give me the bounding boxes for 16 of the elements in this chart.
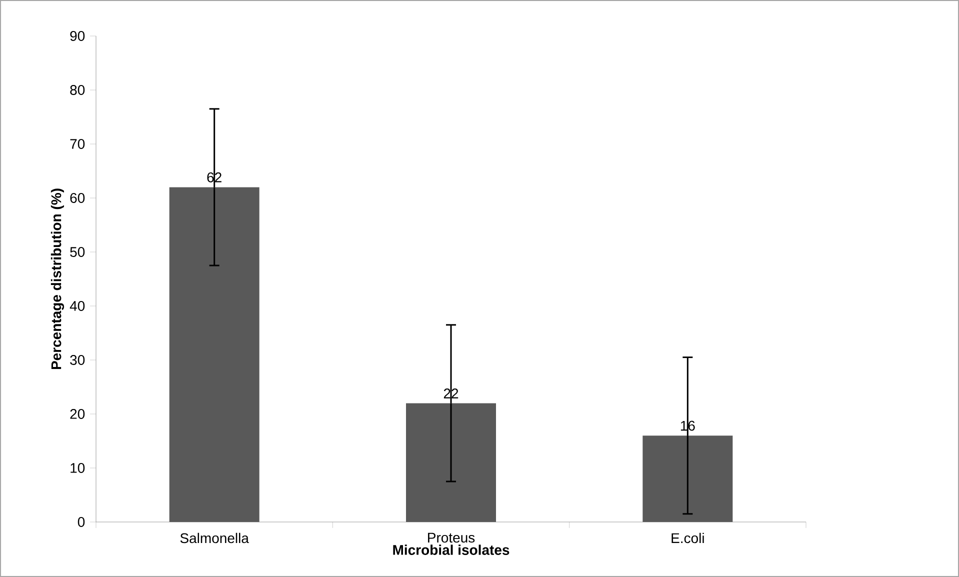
x-axis-title: Microbial isolates (393, 544, 510, 555)
y-axis-title: Percentage distribution (%) (50, 188, 64, 370)
y-tick-label: 10 (70, 463, 85, 473)
bar (169, 187, 260, 522)
y-tick-label: 20 (70, 409, 85, 419)
y-tick-label: 90 (70, 31, 85, 41)
y-tick-label: 60 (70, 193, 85, 203)
x-tick-label: Proteus (428, 532, 475, 543)
y-tick-label: 40 (70, 301, 85, 311)
y-tick-label: 50 (70, 247, 85, 257)
y-tick-label: 70 (70, 139, 85, 149)
y-tick-label: 0 (78, 517, 85, 527)
x-tick-label: E.coli (672, 532, 704, 544)
y-tick-label: 80 (70, 85, 85, 95)
x-tick-label: Salmonella (180, 532, 249, 544)
y-tick-label: 30 (70, 355, 85, 365)
